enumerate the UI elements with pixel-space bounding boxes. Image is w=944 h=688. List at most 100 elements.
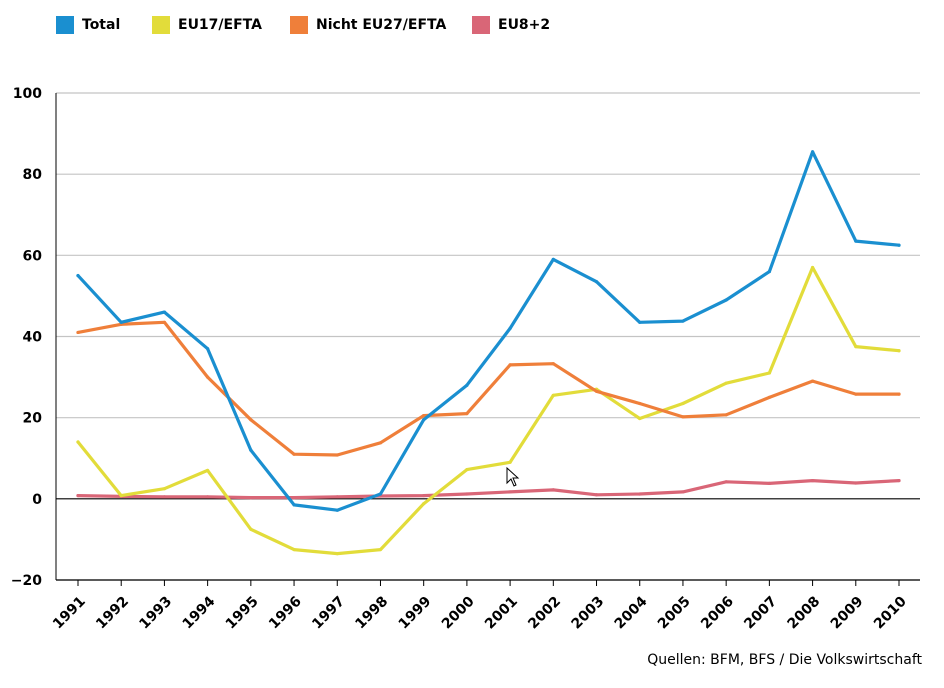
data-point bbox=[162, 495, 167, 499]
data-point bbox=[551, 393, 555, 397]
data-point bbox=[594, 493, 599, 497]
data-point bbox=[508, 326, 512, 330]
data-point bbox=[551, 362, 555, 366]
data-point bbox=[206, 347, 210, 351]
x-tick-label: 1992 bbox=[93, 594, 132, 633]
data-point bbox=[335, 453, 339, 457]
data-point bbox=[119, 320, 123, 324]
x-tick-label: 1994 bbox=[180, 593, 219, 632]
x-tick-label: 1998 bbox=[352, 594, 391, 633]
data-point bbox=[638, 320, 642, 324]
data-point bbox=[162, 320, 167, 324]
data-point bbox=[508, 460, 512, 464]
legend-item-eu17-efta: EU17/EFTA bbox=[152, 16, 262, 34]
series-line-nicht-eu27-efta bbox=[76, 320, 901, 457]
data-point bbox=[422, 414, 426, 418]
data-point bbox=[76, 274, 80, 278]
data-point bbox=[206, 495, 210, 499]
data-point bbox=[724, 298, 728, 302]
y-tick-label: 20 bbox=[23, 411, 43, 427]
x-tick-label: 2007 bbox=[741, 594, 780, 633]
data-point bbox=[508, 490, 512, 494]
x-tick-label: 1993 bbox=[136, 594, 175, 633]
data-point bbox=[897, 349, 901, 353]
data-point bbox=[465, 492, 469, 496]
data-point bbox=[724, 413, 728, 417]
data-point bbox=[162, 487, 167, 491]
data-point bbox=[551, 257, 555, 261]
x-tick-label: 2009 bbox=[828, 594, 867, 633]
data-point bbox=[249, 496, 253, 500]
data-point bbox=[594, 280, 599, 284]
data-point bbox=[335, 495, 339, 499]
legend-item-nicht-eu27-efta: Nicht EU27/EFTA bbox=[290, 16, 446, 34]
x-tick-label: 1991 bbox=[50, 594, 89, 633]
data-point bbox=[897, 392, 901, 396]
data-point bbox=[249, 448, 253, 452]
data-point bbox=[810, 379, 815, 383]
legend-label-total: Total bbox=[82, 17, 121, 33]
data-point bbox=[638, 416, 642, 421]
data-point bbox=[638, 492, 642, 496]
data-point bbox=[897, 243, 901, 247]
data-point bbox=[854, 345, 858, 349]
data-point bbox=[206, 375, 210, 379]
legend-swatch-eu17-efta bbox=[152, 16, 170, 34]
legend-label-eu17-efta: EU17/EFTA bbox=[178, 17, 262, 33]
data-point bbox=[767, 371, 771, 375]
data-point bbox=[681, 319, 685, 323]
x-tick-label: 1995 bbox=[223, 594, 262, 633]
data-point bbox=[249, 418, 253, 422]
data-point bbox=[638, 401, 642, 406]
data-point bbox=[422, 418, 426, 422]
data-point bbox=[508, 363, 512, 367]
legend-swatch-eu8-2 bbox=[472, 16, 490, 34]
data-point bbox=[292, 503, 296, 507]
data-point bbox=[854, 392, 858, 396]
data-point bbox=[465, 383, 469, 387]
x-tick-label: 2004 bbox=[612, 593, 651, 632]
series-line-eu17-efta bbox=[76, 265, 901, 556]
source-note: Quellen: BFM, BFS / Die Volkswirtschaft bbox=[647, 652, 922, 668]
data-point bbox=[767, 481, 771, 486]
data-point bbox=[724, 381, 728, 385]
legend-swatch-nicht-eu27-efta bbox=[290, 16, 308, 34]
mouse-cursor-icon bbox=[506, 466, 520, 487]
data-point bbox=[292, 496, 296, 500]
data-point bbox=[76, 493, 80, 498]
x-tick-label: 1999 bbox=[396, 594, 435, 633]
data-point bbox=[854, 239, 858, 243]
data-point bbox=[162, 310, 167, 314]
legend-item-total: Total bbox=[56, 16, 120, 34]
data-point bbox=[292, 547, 296, 552]
data-point bbox=[724, 480, 728, 484]
x-tick-label: 1996 bbox=[266, 594, 305, 633]
data-point bbox=[119, 493, 123, 498]
data-point bbox=[378, 547, 383, 552]
data-point bbox=[465, 412, 469, 416]
data-point bbox=[810, 478, 815, 483]
y-tick-label: 0 bbox=[32, 492, 42, 508]
x-tick-label: 2008 bbox=[785, 594, 824, 633]
data-point bbox=[378, 441, 383, 445]
data-point bbox=[422, 502, 426, 506]
x-tick-label: 2005 bbox=[655, 594, 694, 633]
y-tick-label: 100 bbox=[13, 86, 42, 102]
data-point bbox=[594, 389, 599, 393]
y-tick-label: 80 bbox=[23, 167, 43, 183]
x-tick-label: 2000 bbox=[439, 593, 478, 632]
data-point bbox=[681, 401, 685, 406]
x-tick-label: 1997 bbox=[309, 594, 348, 633]
data-point bbox=[249, 527, 253, 531]
y-tick-label: −20 bbox=[11, 573, 42, 589]
legend-label-nicht-eu27-efta: Nicht EU27/EFTA bbox=[316, 17, 447, 33]
legend-item-eu8-2: EU8+2 bbox=[472, 16, 550, 34]
data-point bbox=[767, 395, 771, 399]
x-tick-label: 2002 bbox=[525, 594, 564, 633]
series-line-total bbox=[76, 150, 901, 512]
data-point bbox=[810, 150, 815, 154]
series-line-eu8-2 bbox=[76, 479, 901, 500]
data-point bbox=[897, 478, 901, 483]
data-point bbox=[76, 330, 80, 335]
